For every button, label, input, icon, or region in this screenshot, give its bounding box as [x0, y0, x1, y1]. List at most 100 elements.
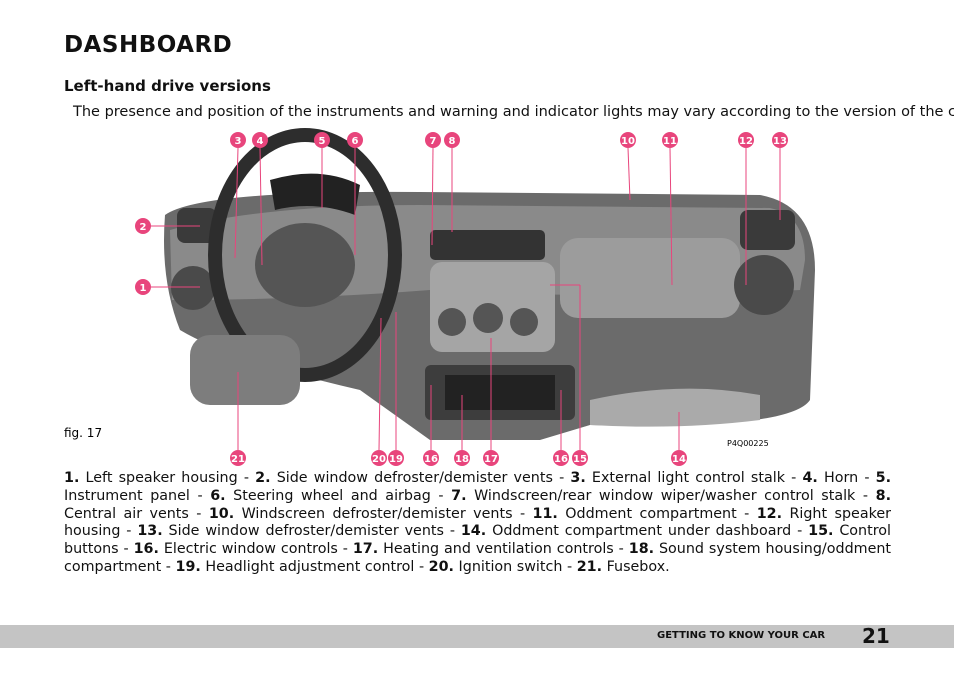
callout-number: 11 — [663, 136, 677, 147]
legend-text: External light control stalk — [591, 470, 785, 486]
callout-badge — [425, 132, 441, 148]
legend-number: 18. — [628, 541, 655, 558]
callout-badge — [388, 450, 404, 466]
legend-number: 5. — [875, 470, 892, 486]
callout-number: 5 — [319, 136, 326, 147]
dashboard-drawing — [133, 128, 825, 456]
callout-number: 6 — [352, 136, 359, 147]
legend-number: 12. — [756, 505, 783, 522]
page-number: 21 — [862, 624, 890, 648]
legend-number: 16. — [133, 541, 159, 558]
legend-text: Sound system housing/oddment compartment — [64, 541, 892, 575]
separator: - — [430, 487, 452, 504]
callout-badge — [553, 450, 569, 466]
callout-badge — [371, 450, 387, 466]
callout-badge — [738, 132, 754, 148]
legend-text: Ignition switch — [458, 558, 563, 575]
callout-number: 19 — [389, 454, 403, 465]
legend-text: Side window defroster/demister vents — [276, 470, 553, 486]
callout-badge — [483, 450, 499, 466]
callout-badge — [671, 450, 687, 466]
legend-number: 8. — [875, 487, 892, 504]
callout-badge — [620, 132, 636, 148]
separator: - — [552, 470, 571, 486]
callout-badge — [314, 132, 330, 148]
callout-number: 15 — [573, 454, 587, 465]
separator: - — [512, 505, 533, 522]
legend-text: Heating and ventilation controls — [383, 541, 614, 558]
callout-badge — [444, 132, 460, 148]
legend-number: 6. — [210, 487, 226, 504]
legend-text: Horn — [824, 470, 859, 486]
callout-badge — [572, 450, 588, 466]
separator: - — [613, 541, 629, 558]
footer-bar — [0, 625, 954, 648]
separator: - — [188, 505, 209, 522]
callout-number: 21 — [231, 454, 245, 465]
separator: - — [736, 505, 757, 522]
legend-number: 4. — [802, 470, 818, 486]
legend-text: Side window defroster/demister vents — [168, 523, 444, 540]
legend-number: 14. — [460, 523, 487, 540]
separator: - — [337, 541, 353, 558]
separator: - — [791, 523, 809, 540]
separator: - — [161, 558, 176, 575]
callout-number: 16 — [554, 454, 568, 465]
separator: - — [237, 470, 256, 486]
legend: 1. Left speaker housing - 2. Side window… — [64, 470, 891, 577]
title: DASHBOARD — [64, 32, 233, 58]
subtitle: Left-hand drive versions — [64, 77, 271, 95]
intro: The presence and position of the instrum… — [73, 104, 954, 120]
legend-text: Central air vents — [64, 505, 189, 522]
callout-number: 2 — [140, 222, 147, 233]
legend-text: Oddment compartment under dashboard — [492, 523, 792, 540]
separator: - — [443, 523, 461, 540]
separator: - — [189, 487, 211, 504]
callout-badge — [423, 450, 439, 466]
callout-number: 17 — [484, 454, 498, 465]
callout-number: 12 — [739, 136, 753, 147]
callout-badge — [454, 450, 470, 466]
callout-number: 10 — [621, 136, 635, 147]
callout-badge — [772, 132, 788, 148]
figure-code: P4Q00225 — [727, 439, 769, 448]
separator: - — [562, 558, 577, 575]
callout-badge — [135, 218, 151, 234]
callout-number: 8 — [449, 136, 456, 147]
legend-number: 17. — [352, 541, 379, 558]
callout-number: 20 — [372, 454, 386, 465]
callout-number: 1 — [140, 283, 147, 294]
legend-text: Headlight adjustment control — [205, 558, 415, 575]
legend-text: Electric window controls — [163, 541, 338, 558]
legend-number: 7. — [451, 487, 467, 504]
separator: - — [858, 470, 876, 486]
callout-number: 4 — [257, 136, 264, 147]
legend-text: Fusebox. — [606, 558, 670, 575]
separator: - — [785, 470, 803, 486]
callout-number: 7 — [430, 136, 437, 147]
section-name: GETTING TO KNOW YOUR CAR — [657, 630, 826, 641]
legend-number: 2. — [255, 470, 271, 486]
figure-caption: fig. 17 — [64, 426, 102, 440]
separator: - — [855, 487, 876, 504]
callout-number: 3 — [235, 136, 242, 147]
callout-badge — [252, 132, 268, 148]
legend-text: Windscreen/rear window wiper/washer cont… — [474, 487, 856, 504]
legend-text: Right speaker housing — [64, 505, 892, 540]
separator: - — [120, 523, 138, 540]
legend-number: 3. — [570, 470, 586, 486]
callout-badge — [662, 132, 678, 148]
legend-number: 13. — [137, 523, 163, 540]
callout-number: 13 — [773, 136, 787, 147]
legend-number: 10. — [208, 505, 235, 522]
legend-text: Oddment compartment — [565, 505, 737, 522]
legend-text: Control buttons — [64, 523, 892, 558]
callout-badge — [135, 279, 151, 295]
legend-number: 21. — [576, 558, 603, 575]
callout-number: 18 — [455, 454, 469, 465]
separator: - — [118, 541, 134, 558]
legend-number: 1. — [64, 470, 80, 486]
callout-number: 14 — [672, 454, 686, 465]
callout-badge — [230, 450, 246, 466]
